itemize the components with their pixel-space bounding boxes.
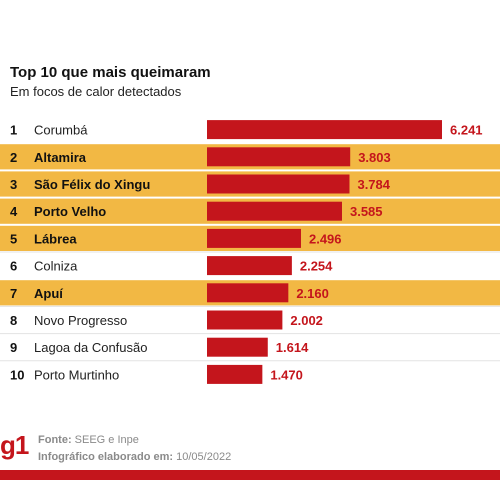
bar [207, 310, 283, 330]
source-line: Fonte: SEEG e Inpe [38, 432, 231, 449]
bar [207, 283, 289, 303]
rank-label: 3 [10, 177, 17, 192]
category-label: Apuí [34, 286, 63, 301]
rank-label: 10 [10, 367, 24, 382]
bar [207, 364, 263, 384]
value-label: 1.470 [270, 367, 303, 382]
bar [207, 228, 301, 248]
value-label: 2.002 [290, 313, 323, 328]
value-label: 6.241 [450, 123, 483, 138]
made-value: 10/05/2022 [176, 451, 232, 463]
category-label: Colniza [34, 259, 78, 274]
bar [207, 174, 350, 194]
rank-label: 1 [10, 123, 17, 138]
value-label: 2.254 [300, 259, 333, 274]
category-label: Lábrea [34, 231, 77, 246]
value-label: 2.496 [309, 231, 342, 246]
value-label: 2.160 [296, 286, 329, 301]
value-label: 1.614 [276, 340, 309, 355]
rank-label: 9 [10, 340, 17, 355]
category-label: Lagoa da Confusão [34, 340, 147, 355]
chart-title: Top 10 que mais queimaram [10, 64, 211, 81]
category-label: Porto Velho [34, 204, 106, 219]
bar-chart: 1 Corumbá 6.241 2 Altamira 3.803 3 São Félix do… [0, 120, 500, 384]
rank-label: 8 [10, 313, 17, 328]
bar [207, 201, 342, 221]
chart-footer: Fonte: SEEG e Inpe Infográfico elaborado… [38, 432, 231, 466]
category-label: Novo Progresso [34, 313, 127, 328]
chart-subtitle: Em focos de calor detectados [10, 84, 182, 99]
made-label: Infográfico elaborado em: [38, 451, 174, 463]
rank-label: 2 [10, 150, 17, 165]
g1-logo: g1 [0, 430, 29, 460]
value-label: 3.784 [357, 177, 390, 192]
rank-label: 6 [10, 259, 17, 274]
source-value: SEEG e Inpe [74, 434, 139, 446]
bar [207, 120, 442, 140]
bar [207, 147, 351, 167]
category-label: Porto Murtinho [34, 367, 119, 382]
bar [207, 337, 268, 357]
category-label: Corumbá [34, 123, 88, 138]
rank-label: 4 [10, 204, 18, 219]
value-label: 3.803 [358, 150, 391, 165]
category-label: São Félix do Xingu [34, 177, 150, 192]
rank-label: 5 [10, 231, 17, 246]
value-label: 3.585 [350, 204, 383, 219]
bottom-accent-bar [0, 470, 500, 480]
rank-label: 7 [10, 286, 17, 301]
bar [207, 256, 292, 276]
category-label: Altamira [34, 150, 87, 165]
made-line: Infográfico elaborado em: 10/05/2022 [38, 449, 231, 466]
source-label: Fonte: [38, 434, 72, 446]
